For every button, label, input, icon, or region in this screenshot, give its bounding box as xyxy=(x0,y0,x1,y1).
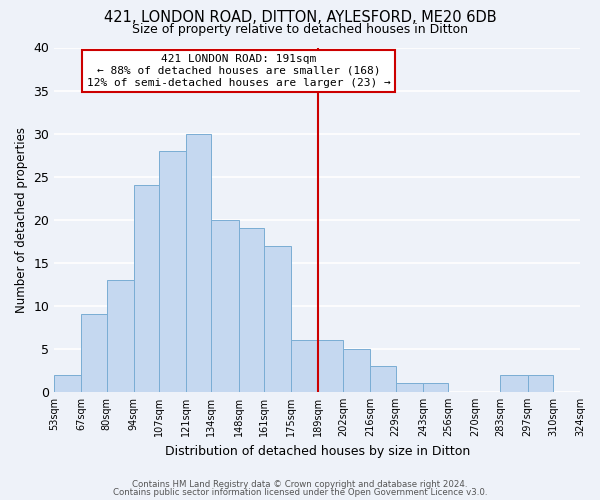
Text: Contains public sector information licensed under the Open Government Licence v3: Contains public sector information licen… xyxy=(113,488,487,497)
Bar xyxy=(264,246,291,392)
Bar xyxy=(291,340,318,392)
Text: Size of property relative to detached houses in Ditton: Size of property relative to detached ho… xyxy=(132,22,468,36)
Text: Contains HM Land Registry data © Crown copyright and database right 2024.: Contains HM Land Registry data © Crown c… xyxy=(132,480,468,489)
Text: 421 LONDON ROAD: 191sqm
← 88% of detached houses are smaller (168)
12% of semi-d: 421 LONDON ROAD: 191sqm ← 88% of detache… xyxy=(87,54,391,88)
Bar xyxy=(343,349,370,392)
Bar xyxy=(54,374,82,392)
Text: 421, LONDON ROAD, DITTON, AYLESFORD, ME20 6DB: 421, LONDON ROAD, DITTON, AYLESFORD, ME2… xyxy=(104,10,496,25)
Bar xyxy=(107,280,134,392)
Bar xyxy=(186,134,211,392)
X-axis label: Distribution of detached houses by size in Ditton: Distribution of detached houses by size … xyxy=(164,444,470,458)
Bar xyxy=(423,384,448,392)
Y-axis label: Number of detached properties: Number of detached properties xyxy=(15,126,28,312)
Bar xyxy=(82,314,107,392)
Bar xyxy=(370,366,396,392)
Bar xyxy=(396,384,423,392)
Bar xyxy=(318,340,343,392)
Bar xyxy=(500,374,527,392)
Bar xyxy=(239,228,264,392)
Bar xyxy=(134,186,159,392)
Bar xyxy=(159,151,186,392)
Bar xyxy=(211,220,239,392)
Bar xyxy=(527,374,553,392)
